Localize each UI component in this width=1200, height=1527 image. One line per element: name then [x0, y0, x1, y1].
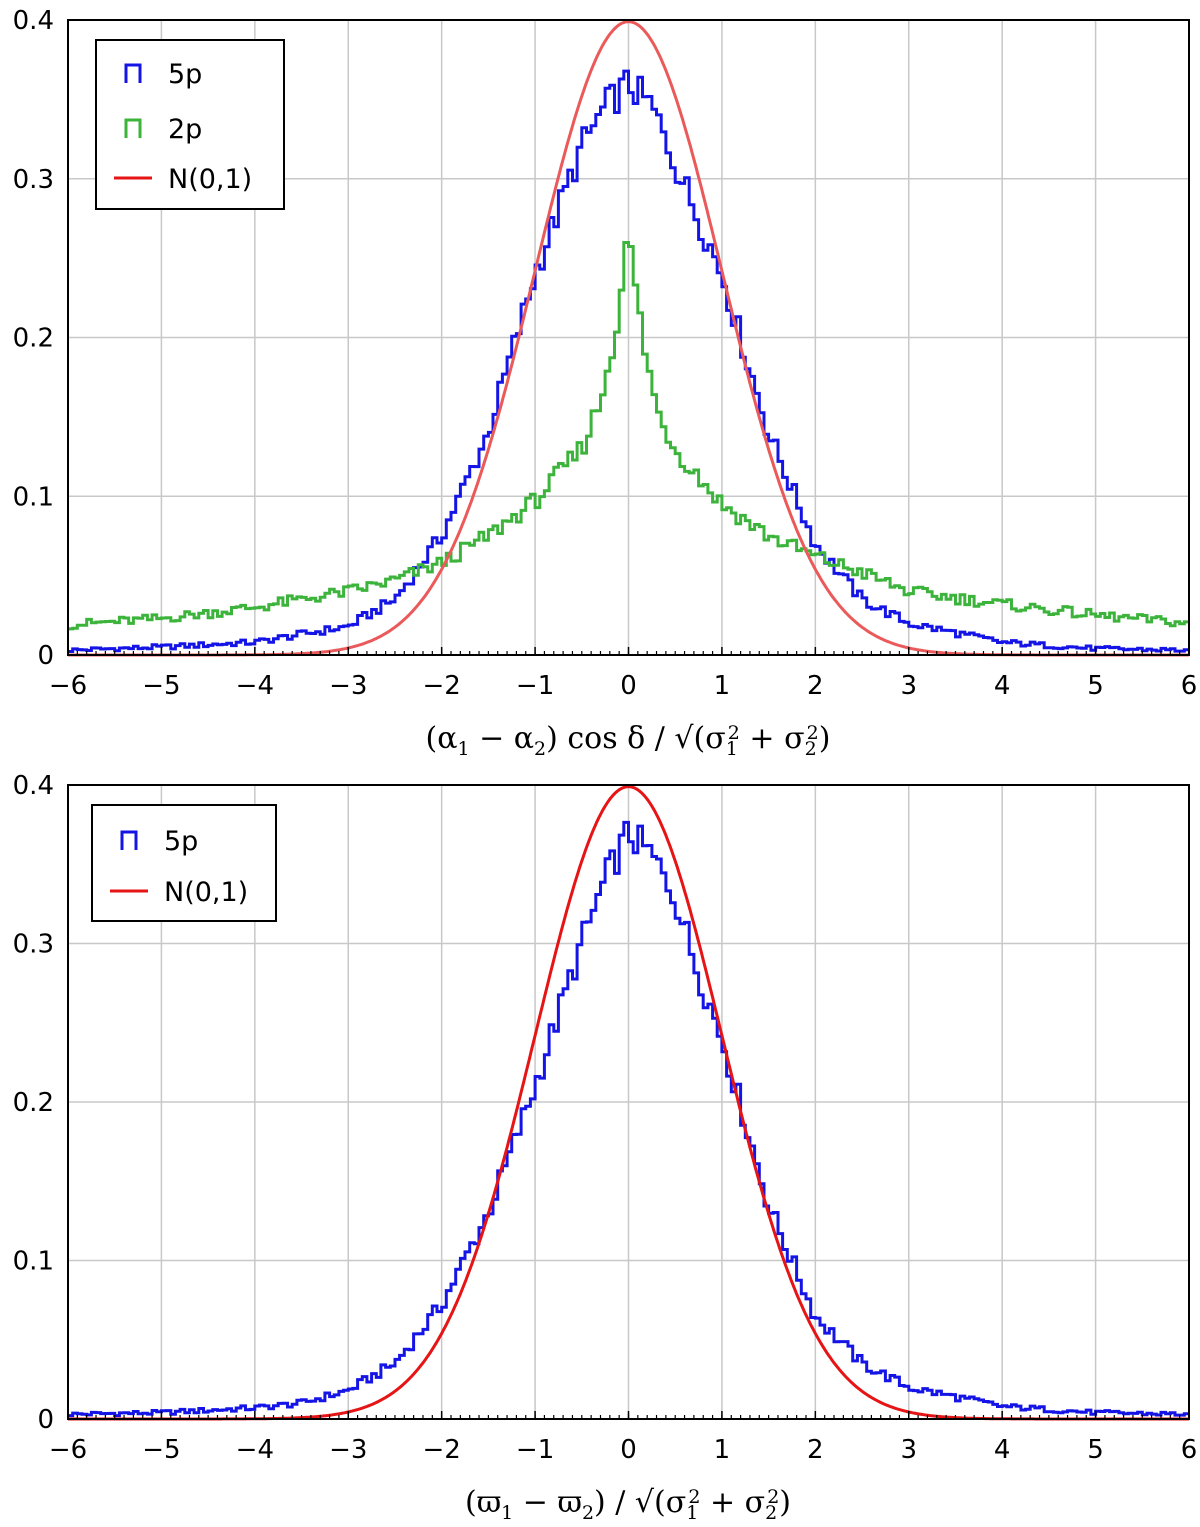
top-legend: 5p 2p N(0,1): [95, 39, 285, 210]
top-series-2p-histogram: [68, 241, 1189, 631]
top-x-tick-labels: −6 −5 −4 −3 −2 −1 0 1 2 3 4 5 6: [49, 671, 1197, 701]
top-x-tick-label: −1: [516, 671, 554, 701]
top-x-tick-label: 2: [807, 671, 824, 701]
bottom-y-tick-label: 0.2: [13, 1088, 54, 1118]
bottom-x-tick-labels: −6 −5 −4 −3 −2 −1 0 1 2 3 4 5 6: [49, 1435, 1197, 1465]
bottom-x-axis-label: (ϖ1 − ϖ2) / √(σ12 + σ22): [465, 1485, 791, 1524]
bottom-y-tick-label: 0: [37, 1405, 54, 1435]
top-x-tick-label: 4: [994, 671, 1011, 701]
top-x-tick-label: 5: [1087, 671, 1104, 701]
top-x-tick-label: −5: [142, 671, 180, 701]
bottom-x-tick-label: 2: [807, 1435, 824, 1465]
bottom-y-tick-labels: 0 0.1 0.2 0.3 0.4: [13, 771, 54, 1435]
bottom-y-tick-label: 0.3: [13, 930, 54, 960]
top-minor-ticks: [67, 647, 1190, 655]
bottom-legend-normal-label: N(0,1): [164, 877, 248, 908]
top-legend-5p-swatch: [124, 63, 142, 83]
top-legend-normal-label: N(0,1): [168, 164, 252, 195]
top-x-tick-label: 1: [714, 671, 731, 701]
bottom-x-tick-label: 1: [714, 1435, 731, 1465]
bottom-y-tick-label: 0.4: [13, 771, 54, 801]
bottom-x-tick-label: −5: [142, 1435, 180, 1465]
bottom-y-tick-label: 0.1: [13, 1247, 54, 1277]
top-x-tick-label: −4: [236, 671, 274, 701]
top-x-tick-label: 0: [620, 671, 637, 701]
bottom-x-tick-label: 0: [620, 1435, 637, 1465]
top-x-tick-label: −2: [423, 671, 461, 701]
bottom-grid: [68, 785, 1189, 1419]
bottom-panel: −6 −5 −4 −3 −2 −1 0 1 2 3 4 5 6 0 0.1 0.2 0.3 0.4 (ϖ1 − …: [13, 771, 1198, 1524]
bottom-x-tick-label: −1: [516, 1435, 554, 1465]
bottom-x-tick-label: −3: [329, 1435, 367, 1465]
bottom-x-tick-label: 4: [994, 1435, 1011, 1465]
bottom-legend: 5p N(0,1): [91, 804, 277, 922]
bottom-series-5p-histogram: [68, 820, 1189, 1418]
top-x-tick-label: −3: [329, 671, 367, 701]
bottom-minor-ticks: [67, 1411, 1190, 1419]
top-panel: −6 −5 −4 −3 −2 −1 0 1 2 3 4 5 6 0 0.1 0.2 0.3 0.4 (α1 − …: [13, 6, 1198, 760]
top-x-axis-label: (α1 − α2) cos δ / √(σ12 + σ22): [426, 721, 831, 760]
top-legend-2p-swatch: [124, 118, 142, 138]
bottom-x-tick-label: 6: [1181, 1435, 1198, 1465]
top-x-tick-label: −6: [49, 671, 87, 701]
top-legend-5p-label: 5p: [168, 59, 202, 90]
top-x-tick-label: 6: [1181, 671, 1198, 701]
bottom-x-tick-label: −2: [423, 1435, 461, 1465]
top-y-tick-label: 0: [37, 641, 54, 671]
top-y-tick-label: 0.4: [13, 6, 54, 36]
bottom-legend-box: [91, 804, 277, 922]
bottom-legend-5p-label: 5p: [164, 826, 198, 857]
top-x-tick-label: 3: [900, 671, 917, 701]
top-y-tick-label: 0.1: [13, 482, 54, 512]
top-y-tick-labels: 0 0.1 0.2 0.3 0.4: [13, 6, 54, 671]
top-legend-2p-label: 2p: [168, 114, 202, 145]
top-grid: [68, 20, 1189, 655]
bottom-x-tick-label: −6: [49, 1435, 87, 1465]
top-y-tick-label: 0.3: [13, 165, 54, 195]
bottom-x-tick-label: 5: [1087, 1435, 1104, 1465]
top-series-5p-histogram: [68, 69, 1189, 653]
bottom-legend-5p-swatch: [120, 830, 138, 850]
bottom-x-tick-label: −4: [236, 1435, 274, 1465]
top-y-tick-label: 0.2: [13, 324, 54, 354]
bottom-x-tick-label: 3: [900, 1435, 917, 1465]
